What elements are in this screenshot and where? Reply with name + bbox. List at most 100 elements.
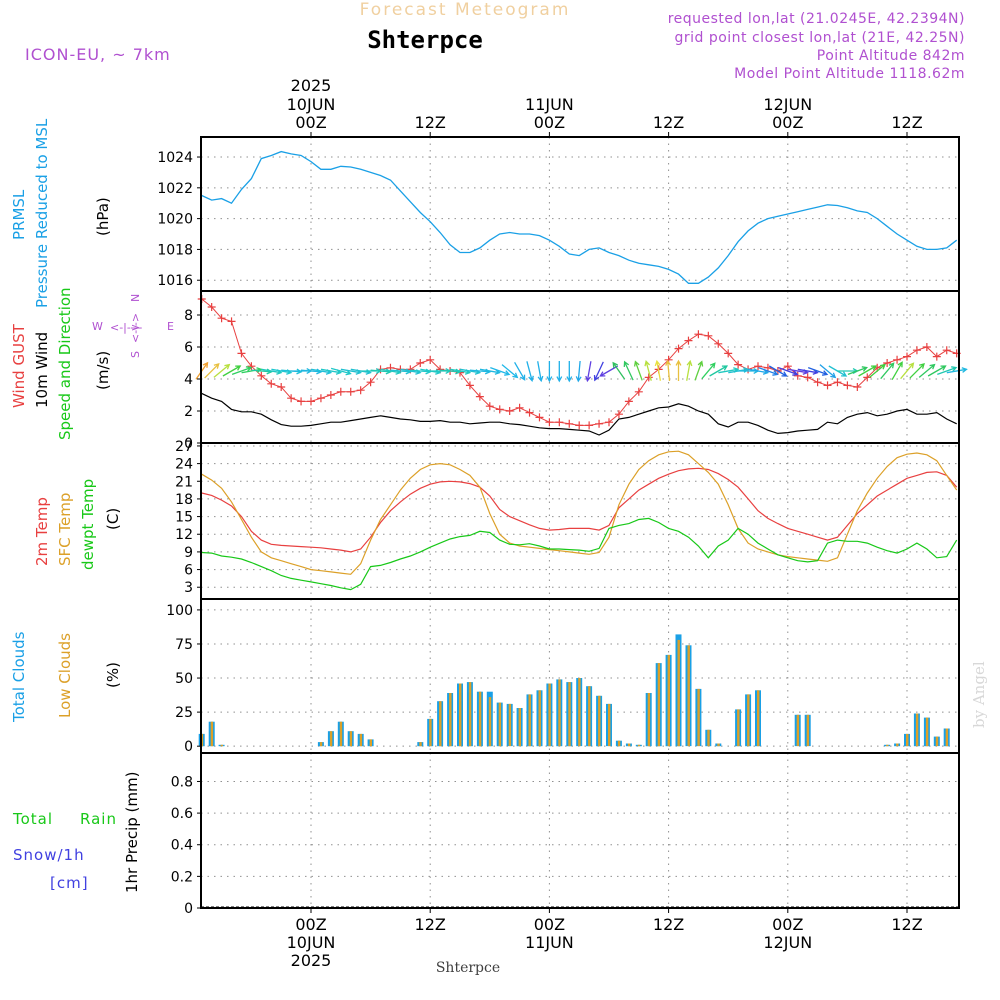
wind-direction-arrow [768,365,788,377]
x-tick-label-bottom: 12JUN [763,933,812,952]
gust-marker [932,352,941,361]
gust-marker [783,362,792,371]
prmsl-label: PRMSL [10,189,28,240]
gust-marker [237,349,246,358]
low-cloud-bar [578,678,581,747]
low-cloud-bar [945,728,949,747]
wind-direction-arrow [654,359,662,381]
gust-marker [326,391,335,399]
model-altitude: Model Point Altitude 1118.62m [734,66,965,82]
low-cloud-bar [459,683,462,747]
low-cloud-bar [518,708,521,747]
wind-direction-arrow [633,360,643,381]
x-tick-label-bottom: 12Z [415,915,446,934]
low-cloud-bar [796,714,800,747]
gust-marker [903,352,911,361]
wind10m-label: 10m Wind [33,332,51,408]
low-cloud-bar [697,688,700,747]
compass-vertical: <-|-> [129,313,142,343]
low-cloud-bar [906,733,909,747]
low-cloud-bar [608,703,611,747]
wind-direction-arrow [758,366,779,376]
low-cloud-bar [588,686,591,747]
cloud-labels: Total Clouds Low Clouds (%) [10,631,122,723]
x-tick-label-top: 00Z [295,113,326,132]
y-tick-label: 0.4 [171,838,193,854]
cloud-unit-label: (%) [104,662,122,688]
wind-direction-arrow [686,359,693,381]
wind-direction-arrow [514,361,526,381]
low-cloud-bar [498,702,502,747]
low-cloud-bar [637,744,641,747]
y-tick-label: 12 [175,527,193,543]
wind-direction-arrow [847,366,868,376]
low-cloud-bar [449,693,452,747]
wind-direction-arrow [891,361,903,381]
y-tick-label: 6 [184,340,193,356]
y-tick-label: 4 [184,372,193,388]
low-cloud-bar [896,743,899,747]
gust-marker [803,373,812,382]
gust-marker [754,362,762,371]
prmsl-desc-label: Pressure Reduced to MSL [33,118,51,308]
wind-direction-arrow [858,365,878,377]
gust-marker [714,339,723,348]
gust-marker [624,397,633,406]
gust-marker [823,381,832,390]
gust-marker [813,378,822,387]
x-tick-label-top: 12Z [891,113,922,132]
axis-labels: 1016101810201022102402468369121518212427… [157,76,922,970]
gust-marker [893,355,902,364]
gust-marker [922,343,931,351]
x-tick-label-top: 00Z [772,113,803,132]
gust-marker [942,346,951,355]
temp-unit-label: (C) [104,508,122,530]
y-tick-label: 3 [184,580,193,596]
gust-marker [595,419,604,428]
wind-direction-arrow [918,363,936,378]
low-cloud-bar [617,740,621,747]
panel-frame [200,442,960,600]
wind-direction-arrow [880,362,895,380]
gust-marker [843,381,852,390]
x-tick-label-top: 12Z [653,113,684,132]
low-cloud-bar [627,743,631,747]
gust-marker [475,392,484,401]
gust-marker [912,346,921,355]
low-cloud-bar [757,690,760,747]
wind-unit-label: (m/s) [94,351,112,390]
gust-marker [207,303,216,311]
low-cloud-bar [548,683,551,747]
low-cloud-bar [349,731,353,747]
wind-direction-arrow [709,365,729,377]
x-tick-label-bottom: 12Z [891,915,922,934]
wind-direction-arrow [623,360,634,381]
wind-direction-arrow [546,361,553,383]
wind-direction-arrow [599,365,619,377]
wind-direction-arrow [575,360,582,383]
low-cloud-bar [488,697,492,747]
low-cloud-bar [886,744,889,747]
low-cloud-bar [359,733,363,747]
low-cloud-bar [538,690,541,747]
y-tick-label: 1020 [157,212,193,228]
gust-label: Wind GUST [10,323,28,408]
gust-marker [793,371,802,380]
gust-marker [684,336,693,345]
gust-marker [257,371,266,380]
gust-marker [575,421,584,430]
wind-direction-arrow [937,366,958,376]
wind-direction-arrow [231,366,253,376]
wind-direction-arrow [213,363,231,378]
gust-marker [515,403,524,412]
credit-label: by Angel [970,661,988,728]
gust-marker [336,387,345,396]
gust-marker [465,381,474,390]
y-tick-label: 24 [175,457,193,473]
temp-labels: 2m Temp SFC Temp dewpt Temp (C) [33,479,122,570]
requested-coords: requested lon,lat (21.0245E, 42.2394N) [668,11,965,27]
x-tick-label-top: 10JUN [287,95,336,114]
low-cloud-bar [717,743,720,747]
low-cloud-bar [737,709,740,747]
